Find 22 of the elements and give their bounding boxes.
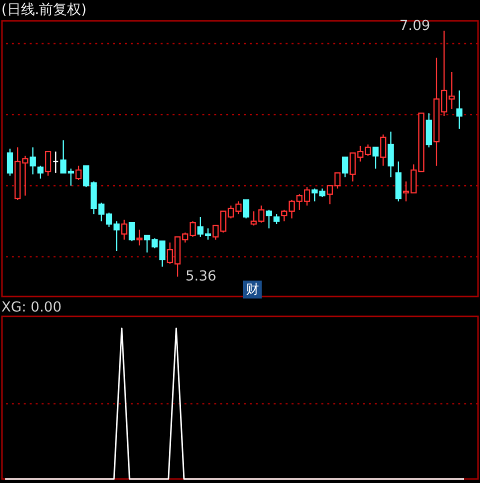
candlestick [75,165,82,181]
candlestick [273,214,280,225]
candlestick [121,219,128,240]
candlestick [243,199,250,219]
annotation: 财 [246,282,259,298]
candlestick [342,156,348,178]
candlestick [456,90,462,130]
annotation: 5.36 [185,268,216,285]
candlestick [266,209,272,229]
candlestick [372,146,379,170]
candlestick [6,148,14,176]
candlestick [380,134,386,166]
candlestick [136,229,143,246]
chart-title: (日线.前复权) [1,2,87,18]
candlestick [30,146,36,175]
annotation: 7.09 [399,18,430,34]
candlestick [52,150,59,174]
candlestick [37,165,44,180]
candlestick [128,222,135,242]
candlestick [44,150,52,176]
chart-title: XG: 0.00 [1,299,62,316]
candlestick [388,131,394,178]
